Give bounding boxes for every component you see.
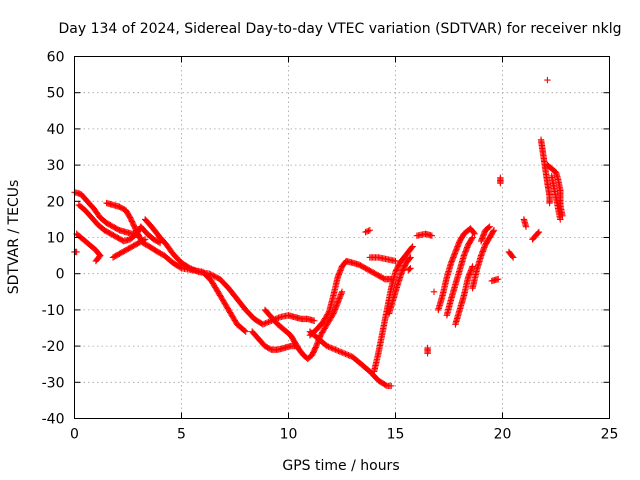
data-point (468, 235, 476, 242)
data-point (192, 267, 199, 274)
data-point (490, 227, 498, 234)
data-point (259, 321, 267, 328)
y-tick-label: 20 (47, 194, 65, 210)
data-point (471, 230, 478, 238)
data-point (424, 350, 431, 357)
data-point (186, 265, 194, 272)
data-point (340, 350, 348, 357)
data-point (470, 229, 478, 236)
data-point (263, 319, 271, 326)
data-point (332, 346, 339, 353)
y-axis-label: SDTVAR / TECUs (6, 180, 22, 295)
data-point (535, 228, 543, 236)
y-tick-label: 40 (47, 122, 65, 138)
data-point (469, 263, 476, 270)
y-tick-label: 60 (47, 50, 65, 66)
data-point (141, 236, 149, 243)
data-point (522, 223, 530, 230)
data-point (333, 347, 341, 354)
data-point (490, 228, 497, 235)
y-tick-label: -40 (42, 412, 65, 428)
data-point (330, 345, 338, 353)
y-tick-label: 0 (56, 267, 65, 283)
data-point (409, 243, 416, 250)
data-point (242, 328, 249, 335)
x-tick-label: 25 (601, 427, 619, 443)
data-point (261, 320, 268, 327)
data-point (546, 199, 553, 207)
data-point (363, 228, 371, 235)
data-point (338, 288, 346, 295)
axis-ticks: 0 5 10 15 20 25 -40 -30 -20 -10 0 10 20 30 40 50 60 (42, 50, 619, 443)
data-point (407, 265, 414, 272)
data-point (93, 256, 100, 264)
y-tick-label: -20 (42, 339, 65, 355)
y-tick-label: -10 (42, 303, 65, 319)
data-point (497, 174, 504, 181)
data-point (189, 266, 197, 273)
data-point (365, 227, 372, 235)
data-point (406, 265, 413, 273)
data-point (262, 319, 269, 327)
x-tick-label: 0 (70, 427, 79, 443)
data-point (366, 227, 374, 234)
data-point (335, 347, 342, 355)
data-point (406, 255, 413, 262)
data-point (430, 288, 438, 295)
data-point (92, 257, 100, 265)
data-point (342, 350, 349, 358)
data-point (177, 264, 184, 271)
data-point (345, 351, 352, 359)
data-point (343, 351, 351, 358)
data-point (486, 223, 493, 230)
data-point (557, 216, 564, 223)
data-point (336, 348, 344, 355)
grid (74, 56, 610, 419)
data-point (193, 268, 201, 275)
data-point (338, 348, 345, 356)
data-point (408, 244, 415, 251)
data-point (265, 318, 272, 326)
y-tick-label: 50 (47, 86, 65, 102)
data-point (191, 266, 198, 274)
y-tick-label: 10 (47, 231, 65, 247)
data-point (428, 232, 436, 239)
chart-title: Day 134 of 2024, Sidereal Day-to-day VTE… (59, 21, 622, 37)
data-points (71, 76, 566, 390)
data-point (329, 345, 336, 352)
data-point (388, 382, 395, 390)
data-point (328, 344, 335, 352)
y-tick-label: 30 (47, 158, 65, 174)
data-point (323, 342, 331, 350)
data-point (392, 257, 399, 265)
data-point (407, 254, 414, 261)
data-point (140, 236, 148, 244)
data-point (326, 344, 334, 351)
data-point (241, 327, 248, 334)
data-point (534, 229, 542, 237)
data-point (544, 76, 551, 84)
y-tick-label: -30 (42, 375, 65, 391)
data-point (362, 228, 369, 236)
x-tick-label: 5 (177, 427, 186, 443)
x-tick-label: 20 (494, 427, 512, 443)
data-point (510, 254, 517, 261)
data-point (188, 265, 195, 273)
x-axis-label: GPS time / hours (282, 458, 399, 474)
data-point (469, 234, 476, 241)
x-tick-label: 15 (387, 427, 405, 443)
data-point (509, 253, 516, 260)
data-point (325, 343, 332, 350)
x-tick-label: 10 (280, 427, 298, 443)
data-point (310, 317, 318, 324)
data-point (495, 275, 502, 283)
data-point (339, 349, 346, 356)
data-point (275, 314, 282, 321)
data-point (485, 224, 492, 231)
data-point (346, 352, 354, 359)
data-point (325, 309, 332, 317)
